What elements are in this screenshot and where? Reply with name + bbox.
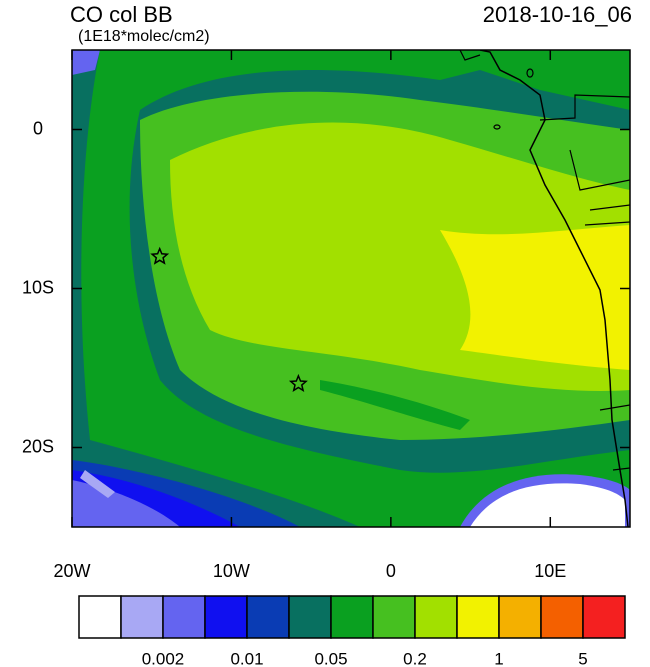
- station-marker: [288, 373, 308, 392]
- colorbar-box: [246, 595, 290, 639]
- subtitle: (1E18*molec/cm2): [78, 28, 210, 45]
- colorbar-box: [120, 595, 164, 639]
- colorbar-label: 5: [578, 649, 587, 667]
- colorbar-box: [456, 595, 500, 639]
- y-tick-label: 10S: [22, 277, 54, 297]
- colorbar-label: 0.2: [403, 649, 427, 667]
- x-tick-label: 10E: [534, 561, 566, 581]
- colorbar-label: 0.002: [142, 649, 185, 667]
- colorbar-box: [582, 595, 626, 639]
- colorbar-box: [330, 595, 374, 639]
- colorbar-box: [204, 595, 248, 639]
- x-tick-label: 10W: [213, 561, 250, 581]
- station-marker: [150, 246, 170, 265]
- colorbar-label: 0.05: [314, 649, 347, 667]
- colorbar-box: [414, 595, 458, 639]
- colorbar-label: 0.01: [230, 649, 263, 667]
- co-field: [72, 50, 630, 527]
- time-label: 2018-10-16_06: [483, 2, 632, 27]
- colorbar-box: [288, 595, 332, 639]
- colorbar-label: 1: [494, 649, 503, 667]
- title: CO col BB: [70, 2, 173, 27]
- colorbar-box: [162, 595, 206, 639]
- x-tick-label: 0: [386, 561, 396, 581]
- colorbar-box: [372, 595, 416, 639]
- colorbar-box: [540, 595, 584, 639]
- x-tick-label: 20W: [53, 561, 90, 581]
- y-tick-label: 0: [33, 118, 43, 138]
- y-tick-label: 20S: [22, 436, 54, 456]
- colorbar-box: [78, 595, 122, 639]
- colorbar-box: [498, 595, 542, 639]
